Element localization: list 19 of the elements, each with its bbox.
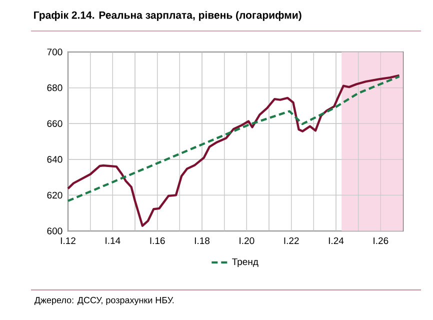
- x-tick-label: I.18: [194, 237, 210, 244]
- x-tick-label: I.26: [374, 237, 388, 244]
- x-tick-label: I.20: [240, 237, 254, 244]
- y-tick-label: 680: [47, 84, 62, 92]
- x-tick-label: I.22: [284, 237, 299, 244]
- text: Джерело: ДССУ, розрахунки НБУ.: [34, 296, 174, 306]
- y-tick-label: 620: [47, 192, 62, 199]
- legend-label: Тренд: [232, 258, 258, 267]
- y-tick-label: 600: [47, 228, 62, 234]
- chart-title: Графік 2.14. Реальна зарплата, рівень (логарифми): [34, 11, 302, 21]
- y-tick-label: 660: [47, 120, 62, 127]
- x-tick-label: I.14: [106, 237, 120, 244]
- x-tick-label: I.12: [60, 237, 76, 244]
- y-tick-label: 700: [47, 48, 62, 56]
- line-series: [66, 75, 400, 202]
- y-tick-label: 640: [47, 156, 62, 163]
- x-tick-label: I.24: [328, 237, 344, 244]
- line-series: [66, 74, 400, 227]
- x-tick-label: I.16: [150, 237, 165, 244]
